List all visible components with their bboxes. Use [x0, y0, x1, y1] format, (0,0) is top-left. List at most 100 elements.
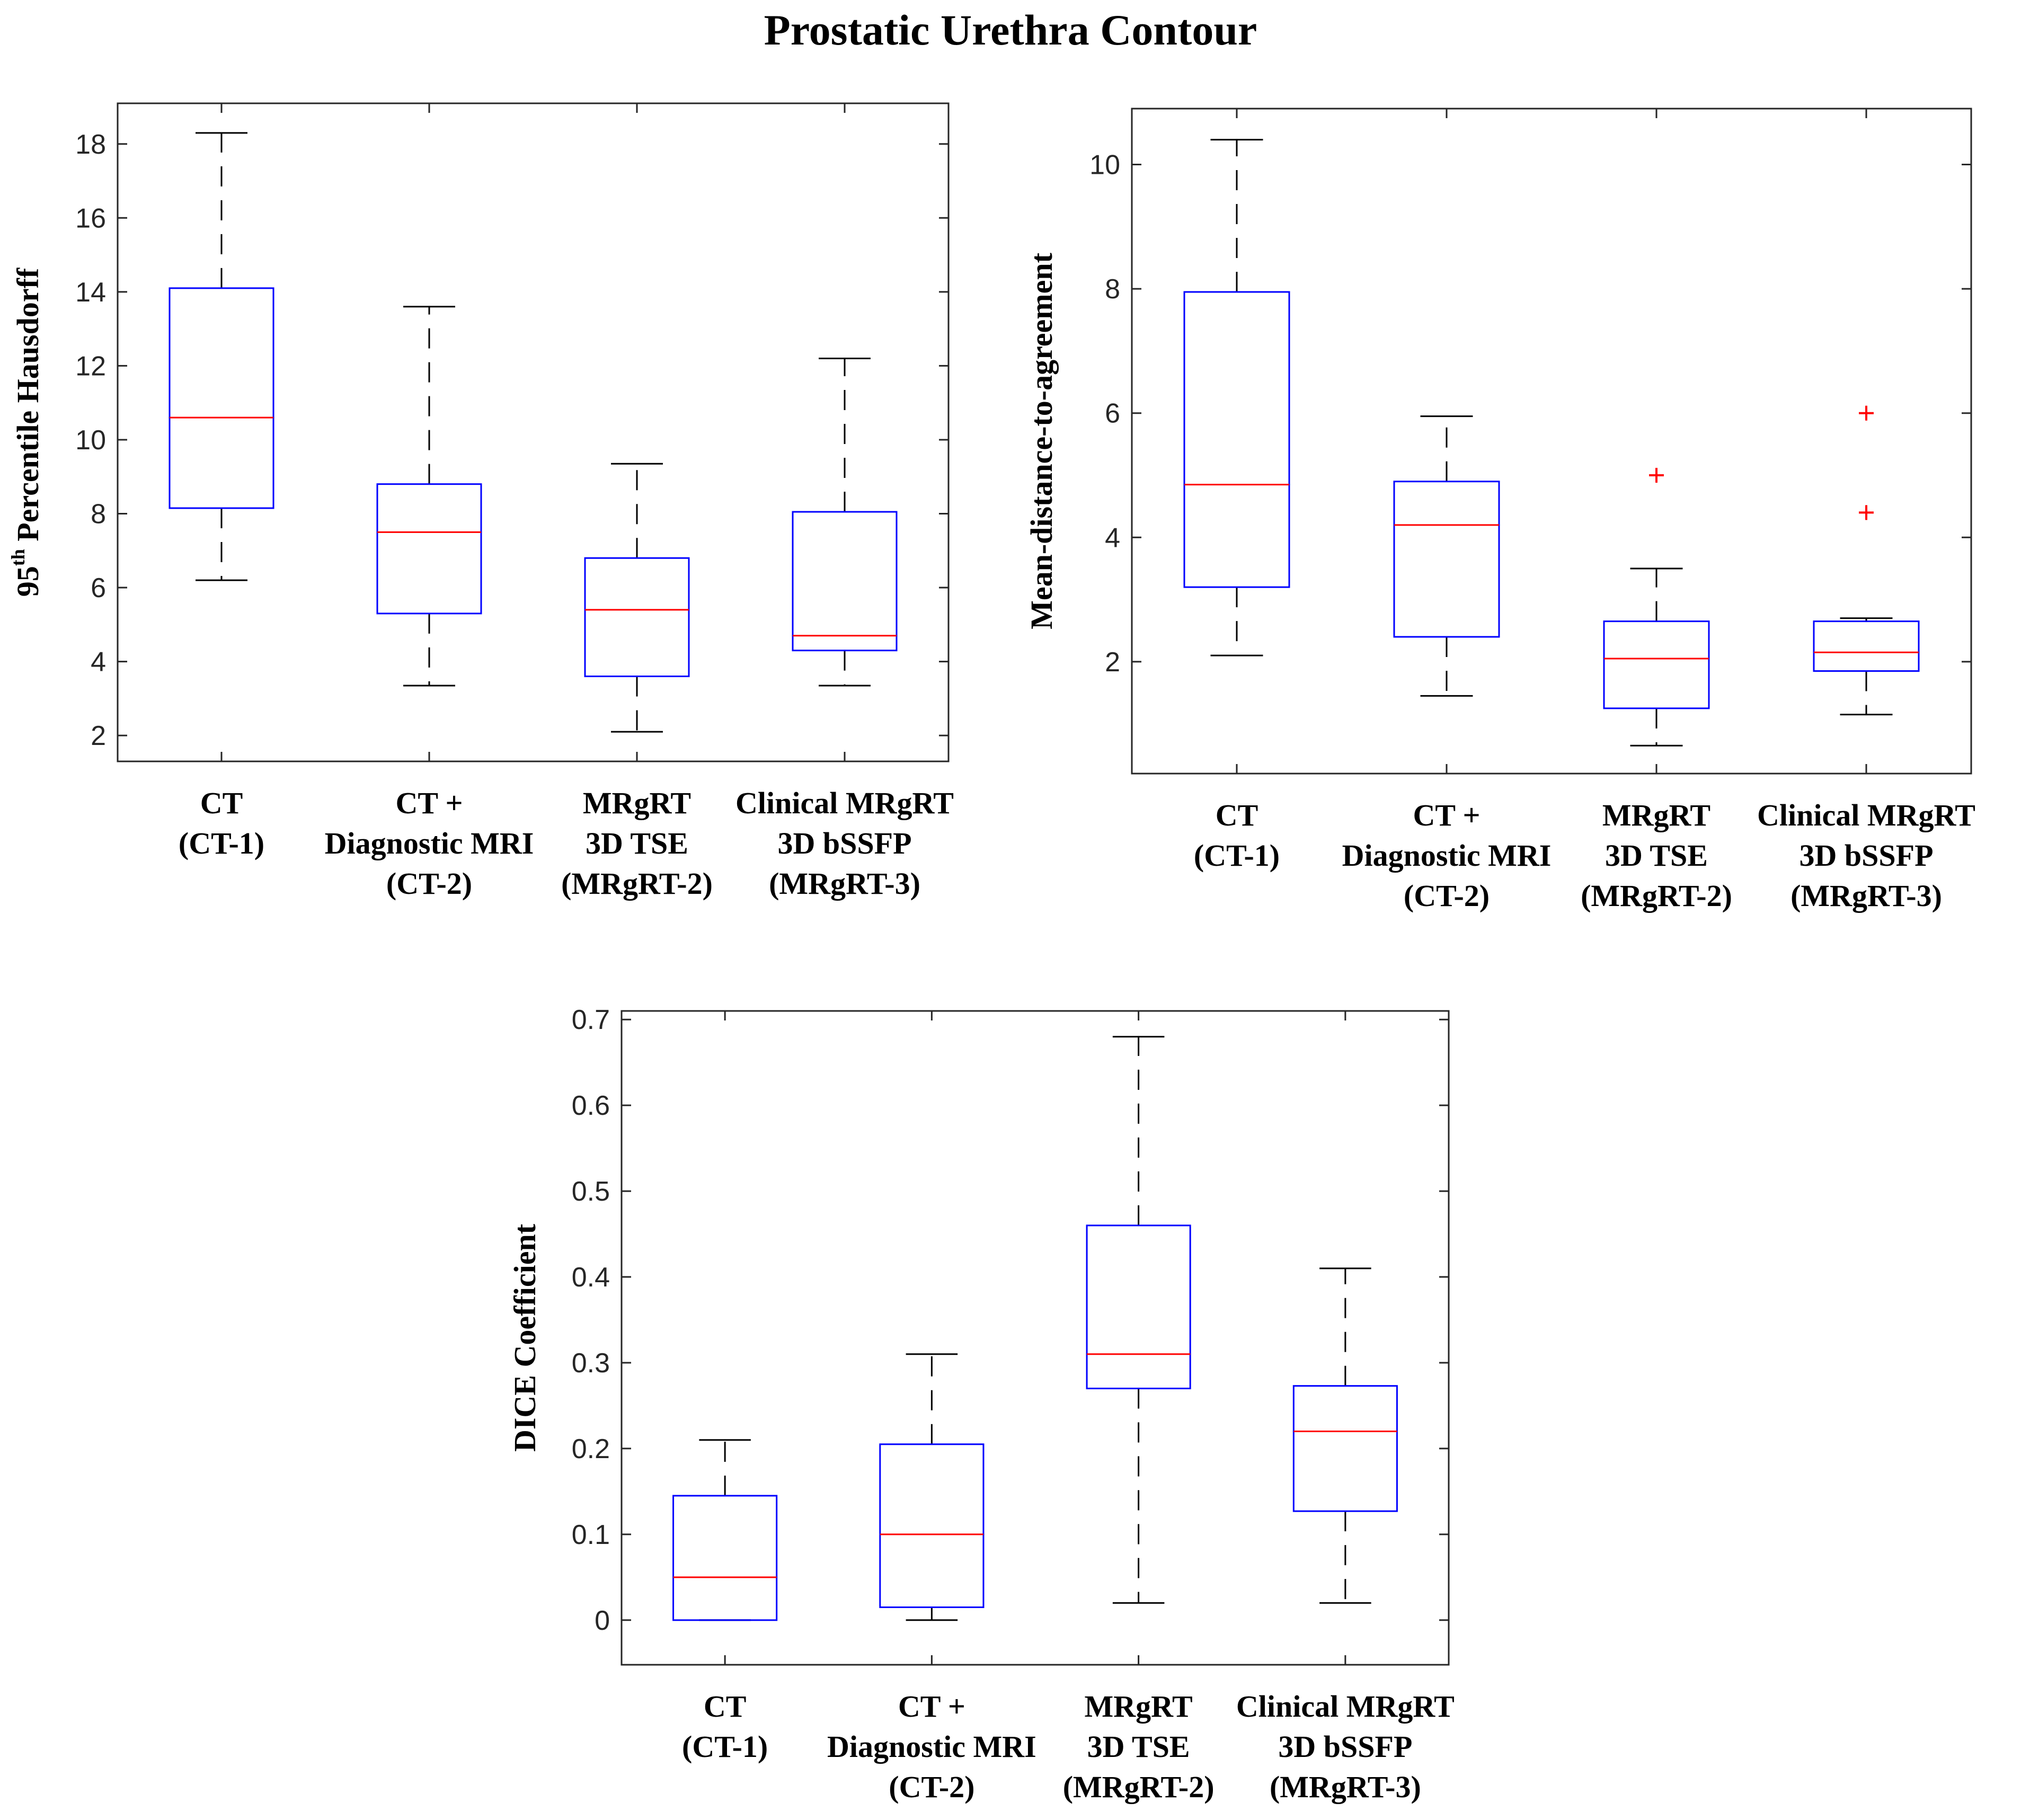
y-tick-label: 0.2 — [572, 1434, 610, 1464]
y-tick-label: 6 — [91, 573, 106, 603]
category-label-line: CT — [200, 786, 243, 820]
box-1 — [169, 103, 274, 761]
category-label-line: (CT-1) — [682, 1729, 768, 1764]
category-label-line: Diagnostic MRI — [1342, 838, 1552, 873]
box-2 — [1393, 109, 1500, 774]
y-axis-label-main: 95 — [11, 566, 45, 597]
y-tick-label: 14 — [75, 277, 106, 308]
category-label: Clinical MRgRT 3D bSSFP (MRgRT-3) — [1236, 1689, 1455, 1804]
category-label: MRgRT 3D TSE (MRgRT-2) — [1063, 1689, 1215, 1804]
y-tick-label: 12 — [75, 351, 106, 381]
category-label: CT (CT-1) — [1194, 798, 1280, 873]
box-2 — [376, 103, 482, 761]
category-label-line: MRgRT — [1602, 798, 1710, 832]
category-label: MRgRT 3D TSE (MRgRT-2) — [561, 786, 713, 901]
y-axis-label: 95th Percentile Hausdorff — [7, 268, 45, 597]
iqr-box — [169, 287, 274, 509]
y-tick-label: 18 — [75, 129, 106, 160]
plot-frame — [117, 102, 950, 762]
y-tick-label: 10 — [1089, 150, 1120, 181]
category-label-line: (MRgRT-2) — [561, 866, 713, 901]
category-label-line: CT + — [1413, 798, 1480, 832]
y-axis-label-main: Mean-distance-to-agreement — [1024, 252, 1059, 629]
box-4 — [1292, 1011, 1398, 1665]
category-label: CT + Diagnostic MRI (CT-2) — [1342, 798, 1552, 913]
category-label: CT + Diagnostic MRI (CT-2) — [325, 786, 534, 901]
y-axis-label-rest: Percentile Hausdorff — [11, 268, 45, 549]
iqr-box — [1393, 481, 1500, 638]
y-tick-label: 0.7 — [572, 1005, 610, 1035]
y-tick-label: 2 — [91, 721, 106, 751]
y-tick-label: 8 — [91, 499, 106, 530]
y-axis-label: Mean-distance-to-agreement — [1024, 252, 1059, 629]
iqr-box — [1292, 1385, 1398, 1512]
y-tick-label: 0 — [595, 1605, 610, 1636]
category-label-line: Clinical MRgRT — [735, 786, 954, 820]
category-label-line: (MRgRT-2) — [1581, 878, 1732, 913]
category-label-line: (CT-2) — [386, 866, 472, 901]
category-label-line: Diagnostic MRI — [827, 1729, 1036, 1764]
plot-frame — [621, 1010, 1450, 1666]
category-label-line: 3D bSSFP — [777, 826, 911, 860]
y-tick-label: 0.1 — [572, 1520, 610, 1550]
category-label: Clinical MRgRT 3D bSSFP (MRgRT-3) — [735, 786, 954, 901]
y-tick-label: 0.4 — [572, 1262, 610, 1293]
category-label: MRgRT 3D TSE (MRgRT-2) — [1581, 798, 1732, 913]
category-label-line: 3D TSE — [1087, 1729, 1190, 1764]
category-label-line: Clinical MRgRT — [1236, 1689, 1455, 1724]
y-axis-label: DICE Coefficient — [508, 1223, 542, 1452]
box-3 — [1603, 109, 1710, 774]
category-label: CT (CT-1) — [682, 1689, 768, 1764]
plot-frame — [1131, 108, 1972, 775]
outlier-marker — [1649, 468, 1664, 483]
y-tick-label: 10 — [75, 425, 106, 456]
category-label: CT + Diagnostic MRI (CT-2) — [827, 1689, 1036, 1804]
category-label: Clinical MRgRT 3D bSSFP (MRgRT-3) — [1757, 798, 1975, 913]
iqr-box — [376, 483, 482, 615]
box-1 — [672, 1011, 778, 1665]
y-tick-label: 8 — [1105, 274, 1120, 305]
category-label-line: Clinical MRgRT — [1757, 798, 1975, 832]
category-label-line: (MRgRT-2) — [1063, 1770, 1215, 1804]
outlier-marker — [1859, 505, 1874, 520]
iqr-box — [1813, 620, 1920, 672]
iqr-box — [1603, 620, 1710, 709]
y-tick-label: 4 — [91, 647, 106, 678]
iqr-box — [1086, 1224, 1191, 1390]
box-4 — [792, 103, 898, 761]
category-label-line: CT + — [898, 1689, 965, 1724]
box-3 — [584, 103, 690, 761]
box-3 — [1086, 1011, 1191, 1665]
category-label-line: (CT-1) — [179, 826, 264, 860]
category-label-line: (MRgRT-3) — [1790, 878, 1942, 913]
y-tick-label: 2 — [1105, 647, 1120, 678]
category-label-line: (MRgRT-3) — [1270, 1770, 1421, 1804]
category-label-line: 3D bSSFP — [1799, 838, 1933, 873]
category-label-line: MRgRT — [1085, 1689, 1193, 1724]
category-label-line: CT + — [395, 786, 463, 820]
category-label-line: Diagnostic MRI — [325, 826, 534, 860]
box-4 — [1813, 109, 1920, 774]
y-tick-label: 0.5 — [572, 1176, 610, 1207]
y-tick-label: 6 — [1105, 398, 1120, 429]
outlier-marker — [1859, 405, 1874, 421]
y-tick-label: 4 — [1105, 522, 1120, 553]
box-1 — [1183, 109, 1290, 774]
category-label-line: (CT-2) — [1404, 878, 1490, 913]
iqr-box — [792, 511, 898, 652]
y-tick-label: 0.3 — [572, 1348, 610, 1379]
iqr-box — [1183, 291, 1290, 588]
box-2 — [879, 1011, 985, 1665]
y-axis-label-main: DICE Coefficient — [508, 1223, 542, 1452]
category-label-line: (CT-1) — [1194, 838, 1280, 873]
category-label-line: (MRgRT-3) — [769, 866, 920, 901]
category-label-line: CT — [1216, 798, 1258, 832]
y-tick-label: 0.6 — [572, 1090, 610, 1121]
iqr-box — [672, 1495, 778, 1621]
category-label-line: (CT-2) — [889, 1770, 974, 1804]
category-label-line: 3D TSE — [1605, 838, 1708, 873]
category-label: CT (CT-1) — [179, 786, 264, 860]
